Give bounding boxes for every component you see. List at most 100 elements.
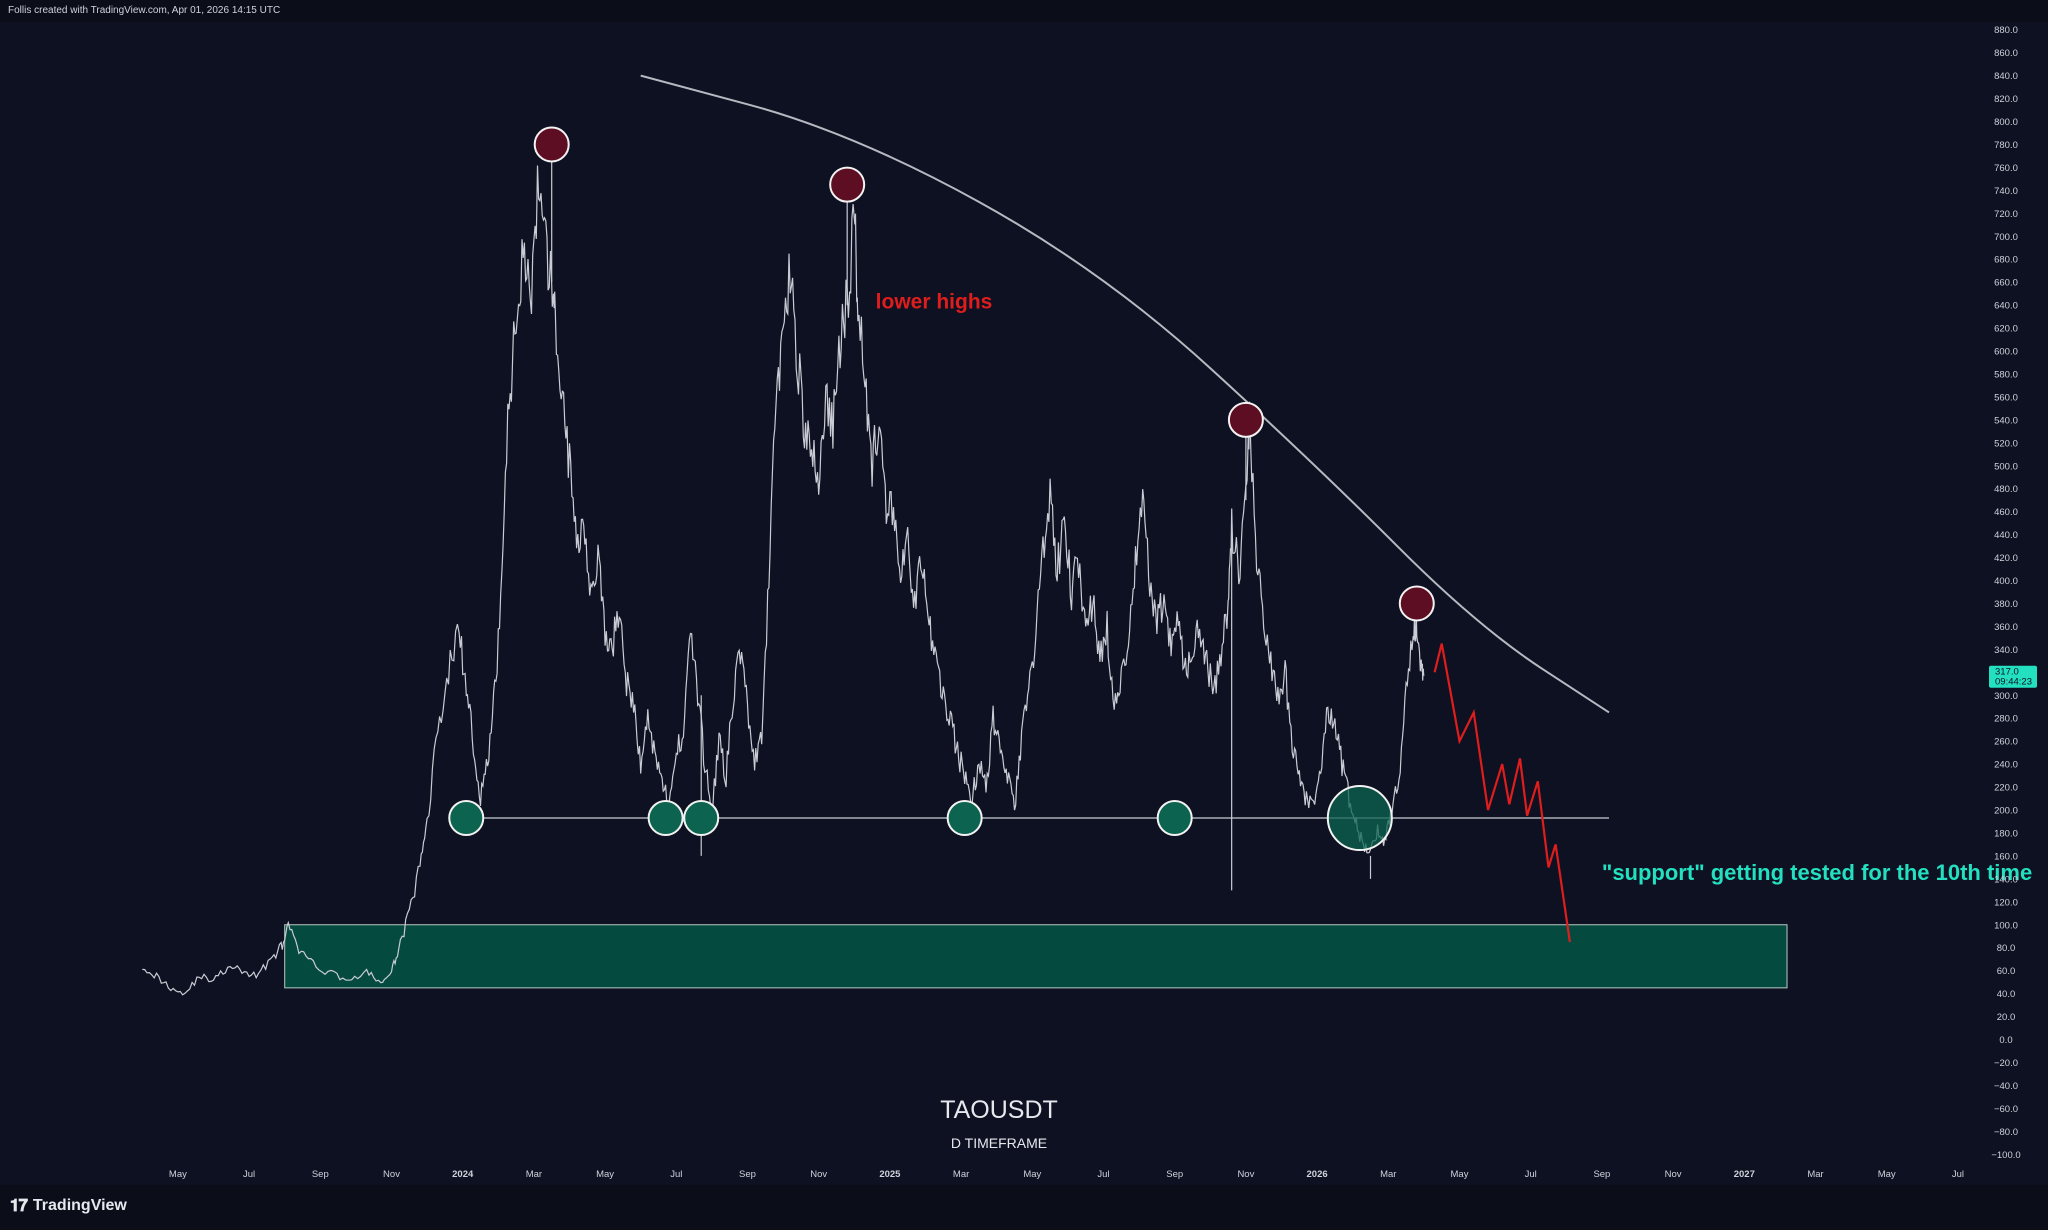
- support-touch-marker-1: [448, 800, 485, 837]
- y-tick-label: 700.0: [1994, 232, 2018, 243]
- y-tick-label: 740.0: [1994, 186, 2018, 197]
- price-axis[interactable]: [1967, 22, 2048, 1185]
- y-tick-label: −80.0: [1994, 1127, 2018, 1138]
- support-touch-marker-6: [1326, 785, 1393, 852]
- resistance-curve: [640, 74, 1610, 714]
- y-tick-label: 40.0: [1997, 989, 2016, 1000]
- y-tick-label: 840.0: [1994, 71, 2018, 82]
- x-tick-label: 2025: [879, 1169, 901, 1180]
- footer-bar: [0, 1185, 2048, 1230]
- lower-high-marker-2: [829, 166, 866, 203]
- chart-pane[interactable]: [5, 22, 1967, 1185]
- x-tick-label: May: [169, 1169, 187, 1180]
- y-tick-label: 200.0: [1994, 806, 2018, 817]
- y-tick-label: 580.0: [1994, 369, 2018, 380]
- y-tick-label: 500.0: [1994, 461, 2018, 472]
- y-tick-label: 620.0: [1994, 324, 2018, 335]
- price-series: [142, 165, 1425, 996]
- symbol-label: TAOUSDT: [940, 1096, 1058, 1124]
- y-tick-label: 440.0: [1994, 530, 2018, 541]
- y-tick-label: 120.0: [1994, 897, 2018, 908]
- x-tick-label: Sep: [1166, 1169, 1183, 1180]
- x-tick-label: Jul: [243, 1169, 255, 1180]
- y-tick-label: 160.0: [1994, 851, 2018, 862]
- y-tick-label: −40.0: [1994, 1081, 2018, 1092]
- x-tick-label: 2027: [1734, 1169, 1755, 1180]
- x-tick-label: May: [596, 1169, 614, 1180]
- x-tick-label: May: [1878, 1169, 1896, 1180]
- y-tick-label: 880.0: [1994, 25, 2018, 36]
- x-tick-label: 2024: [452, 1169, 474, 1180]
- y-tick-label: 460.0: [1994, 507, 2018, 518]
- y-tick-label: 680.0: [1994, 255, 2018, 266]
- chart-header: Follis created with TradingView.com, Apr…: [0, 0, 2048, 22]
- y-tick-label: 280.0: [1994, 714, 2018, 725]
- support-touch-marker-2: [647, 800, 684, 837]
- y-tick-label: 300.0: [1994, 691, 2018, 702]
- y-tick-label: 360.0: [1994, 622, 2018, 633]
- y-tick-label: 420.0: [1994, 553, 2018, 564]
- y-tick-label: −100.0: [1991, 1150, 2020, 1161]
- y-tick-label: 820.0: [1994, 94, 2018, 105]
- y-tick-label: 860.0: [1994, 48, 2018, 59]
- x-tick-label: Nov: [383, 1169, 400, 1180]
- x-tick-label: Sep: [312, 1169, 329, 1180]
- y-tick-label: 80.0: [1997, 943, 2016, 954]
- y-tick-label: 140.0: [1994, 874, 2018, 885]
- support-touch-marker-5: [1156, 800, 1193, 837]
- x-tick-label: Mar: [1807, 1169, 1823, 1180]
- lower-high-marker-3: [1227, 401, 1264, 438]
- tradingview-logo[interactable]: 𝟏𝟕 TradingView: [10, 1196, 127, 1216]
- header-text: Follis created with TradingView.com, Apr…: [8, 5, 281, 16]
- y-tick-label: −20.0: [1994, 1058, 2018, 1069]
- y-tick-label: 480.0: [1994, 484, 2018, 495]
- tradingview-logo-icon: 𝟏𝟕: [10, 1196, 28, 1215]
- y-tick-label: −60.0: [1994, 1104, 2018, 1115]
- y-tick-label: 800.0: [1994, 117, 2018, 128]
- x-tick-label: Jul: [1097, 1169, 1109, 1180]
- y-tick-label: 380.0: [1994, 599, 2018, 610]
- y-tick-label: 660.0: [1994, 278, 2018, 289]
- y-tick-label: 540.0: [1994, 415, 2018, 426]
- current-price-badge: [1989, 665, 2037, 688]
- x-tick-label: Jul: [1952, 1169, 1964, 1180]
- lower-high-marker-1: [533, 126, 570, 163]
- y-tick-label: 400.0: [1994, 576, 2018, 587]
- y-tick-label: 560.0: [1994, 392, 2018, 403]
- y-tick-label: 720.0: [1994, 209, 2018, 220]
- y-tick-label: 780.0: [1994, 140, 2018, 151]
- x-tick-label: Sep: [739, 1169, 756, 1180]
- x-tick-label: 2026: [1307, 1169, 1328, 1180]
- x-tick-label: Sep: [1593, 1169, 1610, 1180]
- y-tick-label: 340.0: [1994, 645, 2018, 656]
- y-tick-label: 520.0: [1994, 438, 2018, 449]
- y-tick-label: 600.0: [1994, 347, 2018, 358]
- current-price-label: 317.0: [1995, 667, 2019, 678]
- x-tick-label: Nov: [1237, 1169, 1254, 1180]
- y-tick-label: 760.0: [1994, 163, 2018, 174]
- tradingview-logo-text: TradingView: [32, 1197, 127, 1214]
- y-tick-label: 240.0: [1994, 760, 2018, 771]
- x-tick-label: Mar: [953, 1169, 969, 1180]
- y-tick-label: 260.0: [1994, 737, 2018, 748]
- lower-high-marker-4: [1398, 585, 1435, 622]
- x-tick-label: Jul: [670, 1169, 682, 1180]
- x-tick-label: Nov: [810, 1169, 827, 1180]
- lower-highs-label: lower highs: [876, 291, 993, 314]
- support-touch-marker-4: [946, 800, 983, 837]
- projection-path: [1433, 643, 1571, 943]
- y-tick-label: 220.0: [1994, 783, 2018, 794]
- support-test-label: "support" getting tested for the 10th ti…: [1602, 860, 2032, 885]
- x-tick-label: Jul: [1525, 1169, 1537, 1180]
- x-tick-label: Mar: [1380, 1169, 1396, 1180]
- y-tick-label: 640.0: [1994, 301, 2018, 312]
- timeframe-label: D TIMEFRAME: [951, 1135, 1047, 1151]
- x-tick-label: Nov: [1665, 1169, 1682, 1180]
- y-tick-label: 20.0: [1997, 1012, 2016, 1023]
- x-tick-label: May: [1451, 1169, 1469, 1180]
- support-touch-marker-3: [683, 800, 720, 837]
- demand-zone: [284, 924, 1788, 989]
- countdown-label: 09:44:23: [1995, 677, 2032, 688]
- y-tick-label: 100.0: [1994, 920, 2018, 931]
